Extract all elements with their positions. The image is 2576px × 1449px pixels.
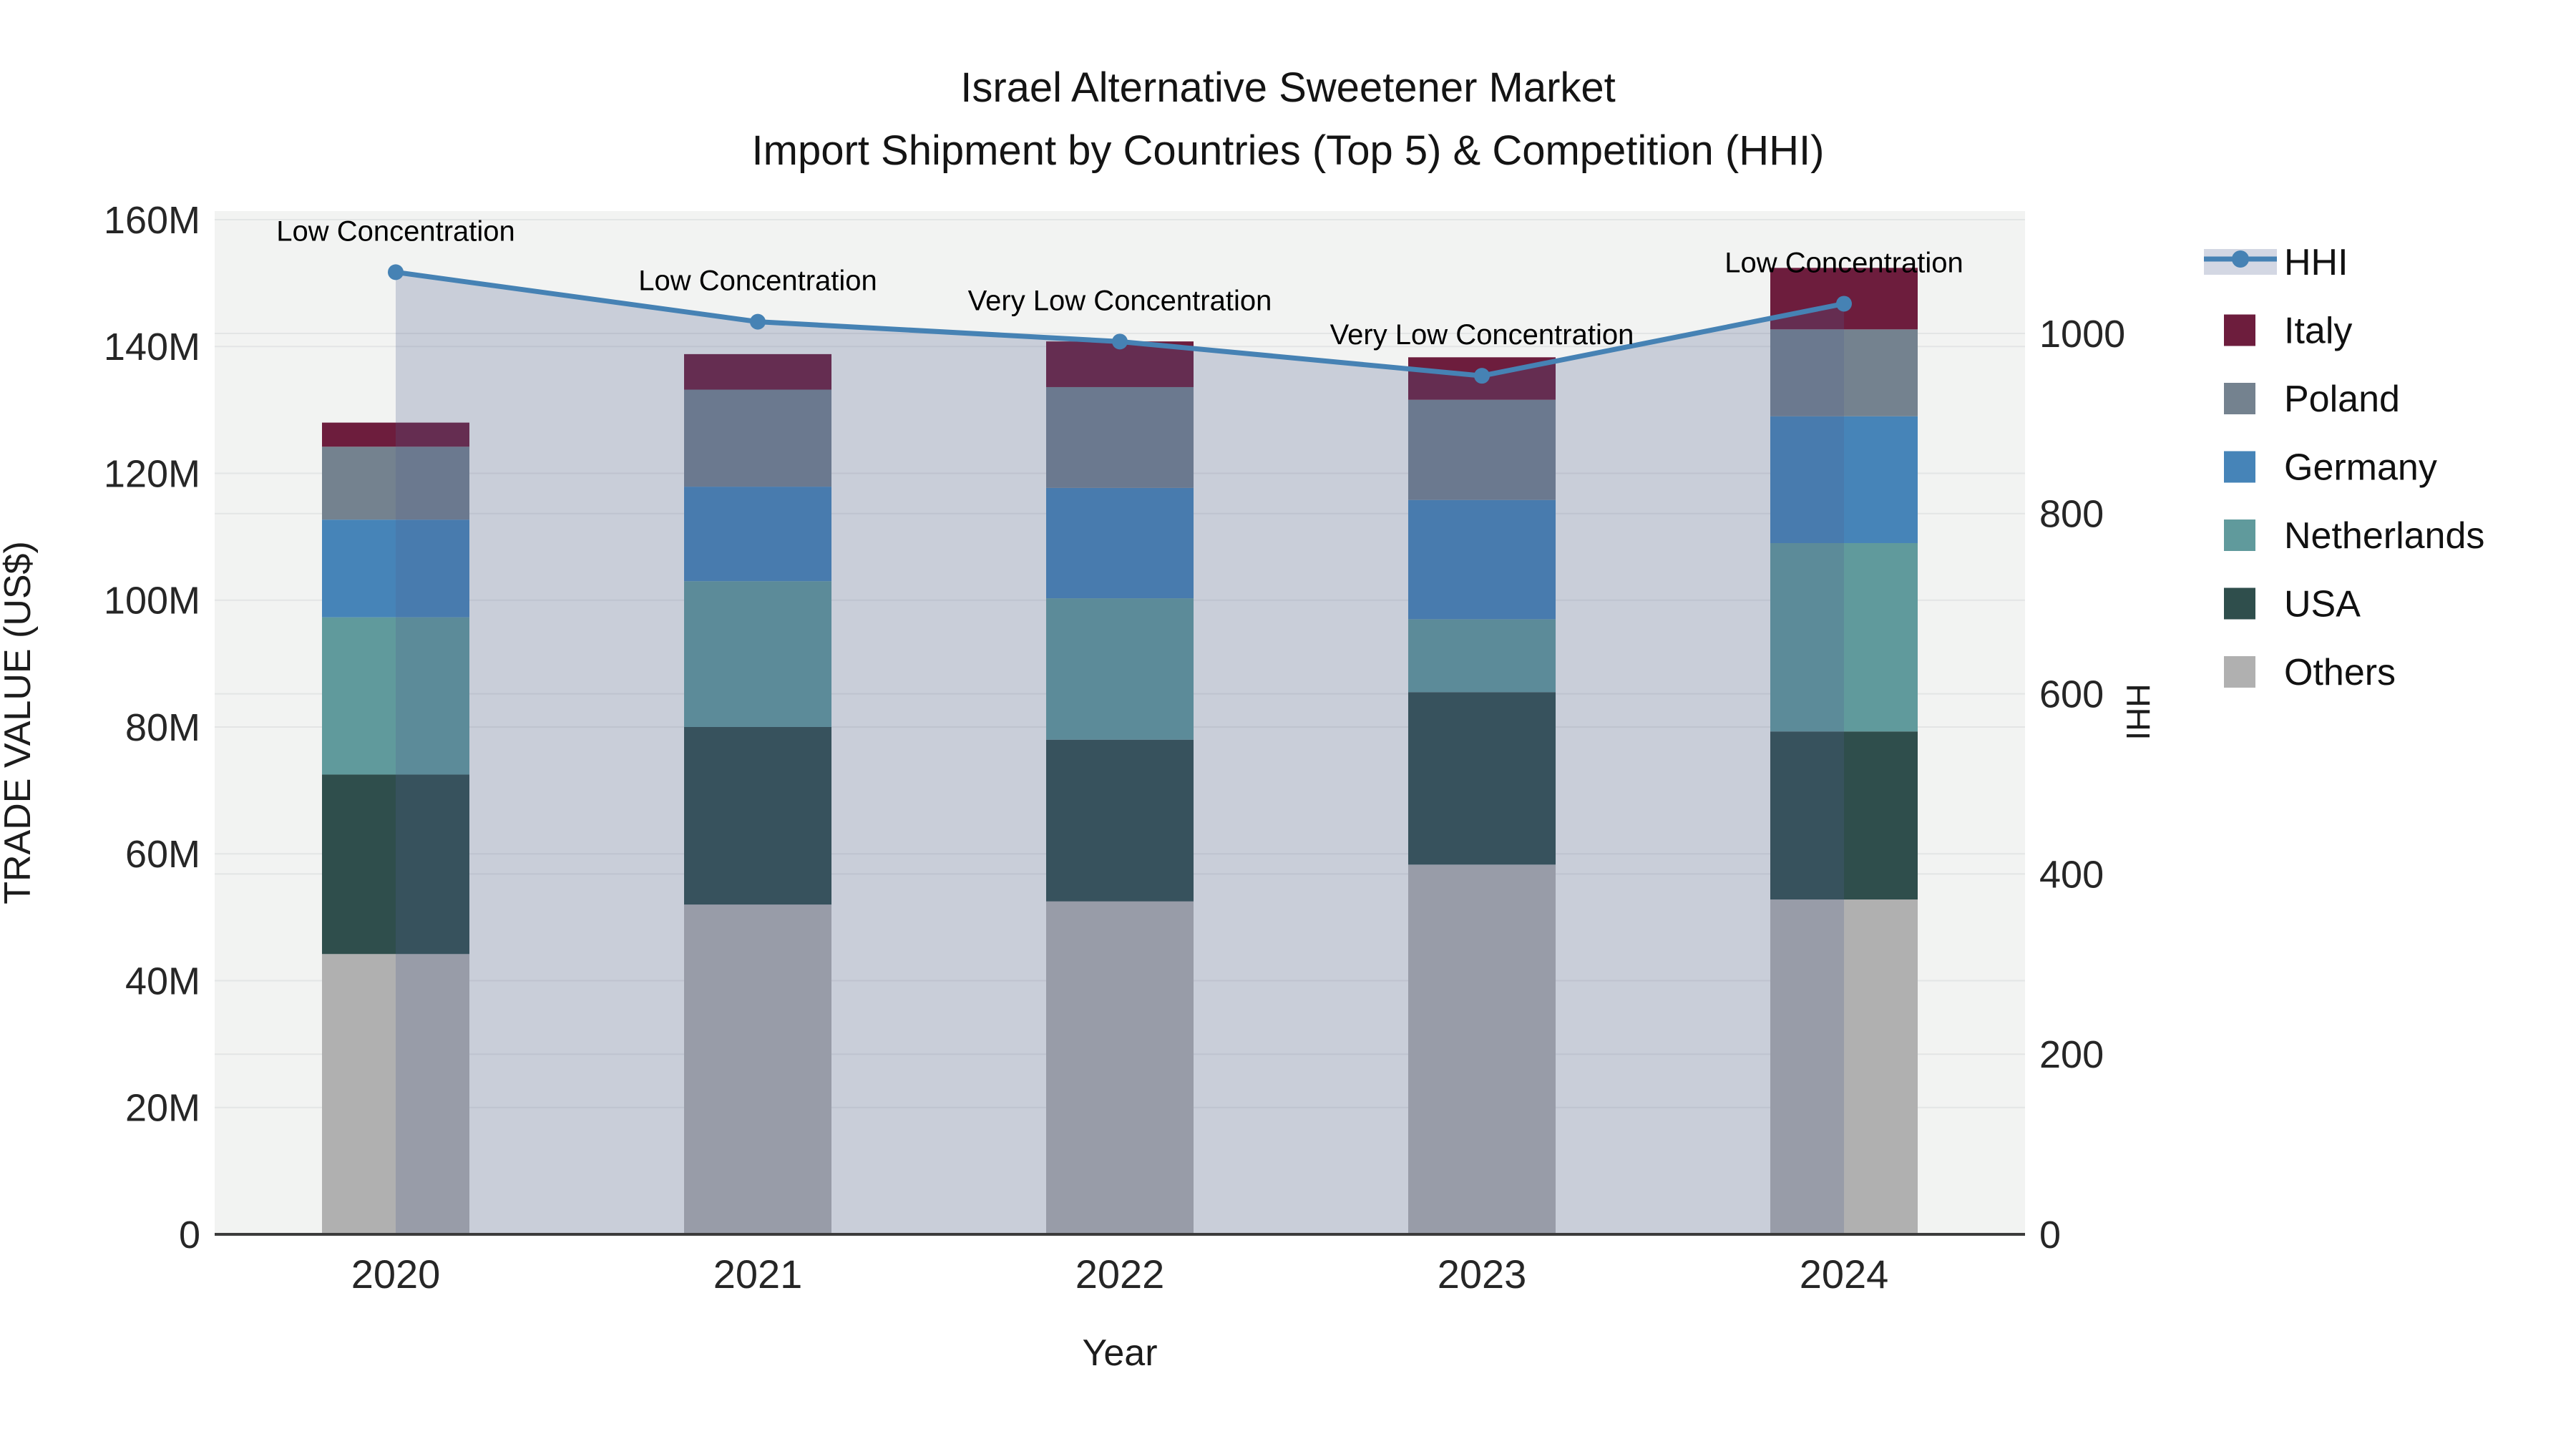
legend-swatch-usa <box>2224 587 2255 620</box>
legend-swatch-germany <box>2224 451 2255 483</box>
legend-label-germany: Germany <box>2284 447 2437 489</box>
bar-segment-poland-2021 <box>684 389 831 487</box>
bar-segment-others-2022 <box>1046 901 1194 1234</box>
y-left-tick-100M: 100M <box>104 580 200 623</box>
y-axis-right-title: HHI <box>2119 683 2157 740</box>
legend: HHI Italy Poland Germany Netherlands USA Other… <box>2204 242 2484 693</box>
bar-segment-netherlands-2021 <box>684 581 831 727</box>
bar-segment-italy-2020 <box>322 422 469 447</box>
chart-title-line2: Import Shipment by Countries (Top 5) & C… <box>752 127 1825 174</box>
x-tick-2021: 2021 <box>713 1252 803 1297</box>
bar-segment-usa-2021 <box>684 727 831 905</box>
chart-title-line1: Israel Alternative Sweetener Market <box>960 64 1616 111</box>
bar-segment-italy-2021 <box>684 353 831 390</box>
legend-label-usa: USA <box>2284 584 2361 625</box>
y-axis-left-title: TRADE VALUE (US$) <box>0 541 39 904</box>
bar-segment-netherlands-2024 <box>1770 542 1918 732</box>
x-tick-2023: 2023 <box>1438 1252 1527 1297</box>
y-left-tick-80M: 80M <box>125 706 200 749</box>
bar-segment-poland-2020 <box>322 447 469 520</box>
legend-item-hhi[interactable]: HHI <box>2204 242 2348 283</box>
bar-segment-usa-2023 <box>1408 692 1556 865</box>
bar-segment-germany-2021 <box>684 487 831 582</box>
x-tick-2020: 2020 <box>351 1252 441 1297</box>
y-left-tick-160M: 160M <box>104 199 200 242</box>
bar-segment-germany-2023 <box>1408 499 1556 620</box>
legend-swatch-italy <box>2224 314 2255 346</box>
hhi-annotation-2022: Very Low Concentration <box>968 285 1272 316</box>
y-right-tick-600: 600 <box>2039 673 2104 716</box>
legend-item-usa[interactable]: USA <box>2224 584 2361 625</box>
y-left-tick-0: 0 <box>179 1214 200 1257</box>
legend-item-others[interactable]: Others <box>2224 652 2396 693</box>
y-right-tick-1000: 1000 <box>2039 313 2125 356</box>
x-tick-2022: 2022 <box>1075 1252 1165 1297</box>
hhi-area-fill <box>396 272 1844 1235</box>
x-axis-title: Year <box>1082 1332 1157 1374</box>
bar-segment-netherlands-2022 <box>1046 598 1194 740</box>
bar-segment-others-2021 <box>684 904 831 1234</box>
bar-segment-poland-2024 <box>1770 329 1918 416</box>
legend-item-netherlands[interactable]: Netherlands <box>2224 515 2484 557</box>
bar-segment-poland-2023 <box>1408 399 1556 500</box>
legend-label-others: Others <box>2284 652 2396 693</box>
bar-segment-germany-2024 <box>1770 416 1918 543</box>
bar-segment-germany-2022 <box>1046 487 1194 599</box>
bar-segment-usa-2020 <box>322 774 469 955</box>
hhi-annotation-2021: Low Concentration <box>638 265 877 297</box>
y-right-tick-400: 400 <box>2039 853 2104 896</box>
bar-segment-poland-2022 <box>1046 386 1194 488</box>
y-left-tick-60M: 60M <box>125 833 200 876</box>
hhi-annotation-2024: Low Concentration <box>1724 247 1963 278</box>
legend-item-poland[interactable]: Poland <box>2224 379 2400 420</box>
hhi-marker-2023 <box>1474 368 1490 384</box>
bar-segment-usa-2024 <box>1770 731 1918 900</box>
y-left-tick-40M: 40M <box>125 960 200 1002</box>
hhi-marker-2021 <box>750 313 766 330</box>
y-left-tick-140M: 140M <box>104 326 200 369</box>
legend-swatch-poland <box>2224 383 2255 414</box>
legend-swatch-others <box>2224 656 2255 688</box>
y-right-tick-0: 0 <box>2039 1214 2061 1257</box>
bar-segment-germany-2020 <box>322 519 469 618</box>
bar-segment-others-2020 <box>322 954 469 1234</box>
legend-label-italy: Italy <box>2284 311 2352 352</box>
bar-segment-usa-2022 <box>1046 739 1194 902</box>
hhi-marker-2024 <box>1836 296 1852 312</box>
bar-segment-others-2023 <box>1408 864 1556 1234</box>
bar-segment-netherlands-2023 <box>1408 619 1556 693</box>
hhi-annotation-2020: Low Concentration <box>276 215 515 247</box>
bar-segment-others-2024 <box>1770 899 1918 1234</box>
legend-item-italy[interactable]: Italy <box>2224 311 2352 352</box>
bar-segment-netherlands-2020 <box>322 617 469 775</box>
x-tick-2024: 2024 <box>1800 1252 1889 1297</box>
y-left-tick-120M: 120M <box>104 452 200 495</box>
y-right-tick-800: 800 <box>2039 493 2104 536</box>
y-right-tick-200: 200 <box>2039 1033 2104 1076</box>
y-left-tick-20M: 20M <box>125 1087 200 1130</box>
hhi-marker-2022 <box>1112 333 1128 350</box>
legend-item-germany[interactable]: Germany <box>2224 447 2437 489</box>
legend-swatch-hhi-marker <box>2232 250 2249 268</box>
hhi-annotation-2023: Very Low Concentration <box>1330 319 1634 351</box>
legend-label-netherlands: Netherlands <box>2284 515 2484 557</box>
hhi-marker-2020 <box>388 264 404 280</box>
legend-label-poland: Poland <box>2284 379 2400 420</box>
legend-label-hhi: HHI <box>2284 242 2348 283</box>
legend-swatch-netherlands <box>2224 519 2255 551</box>
